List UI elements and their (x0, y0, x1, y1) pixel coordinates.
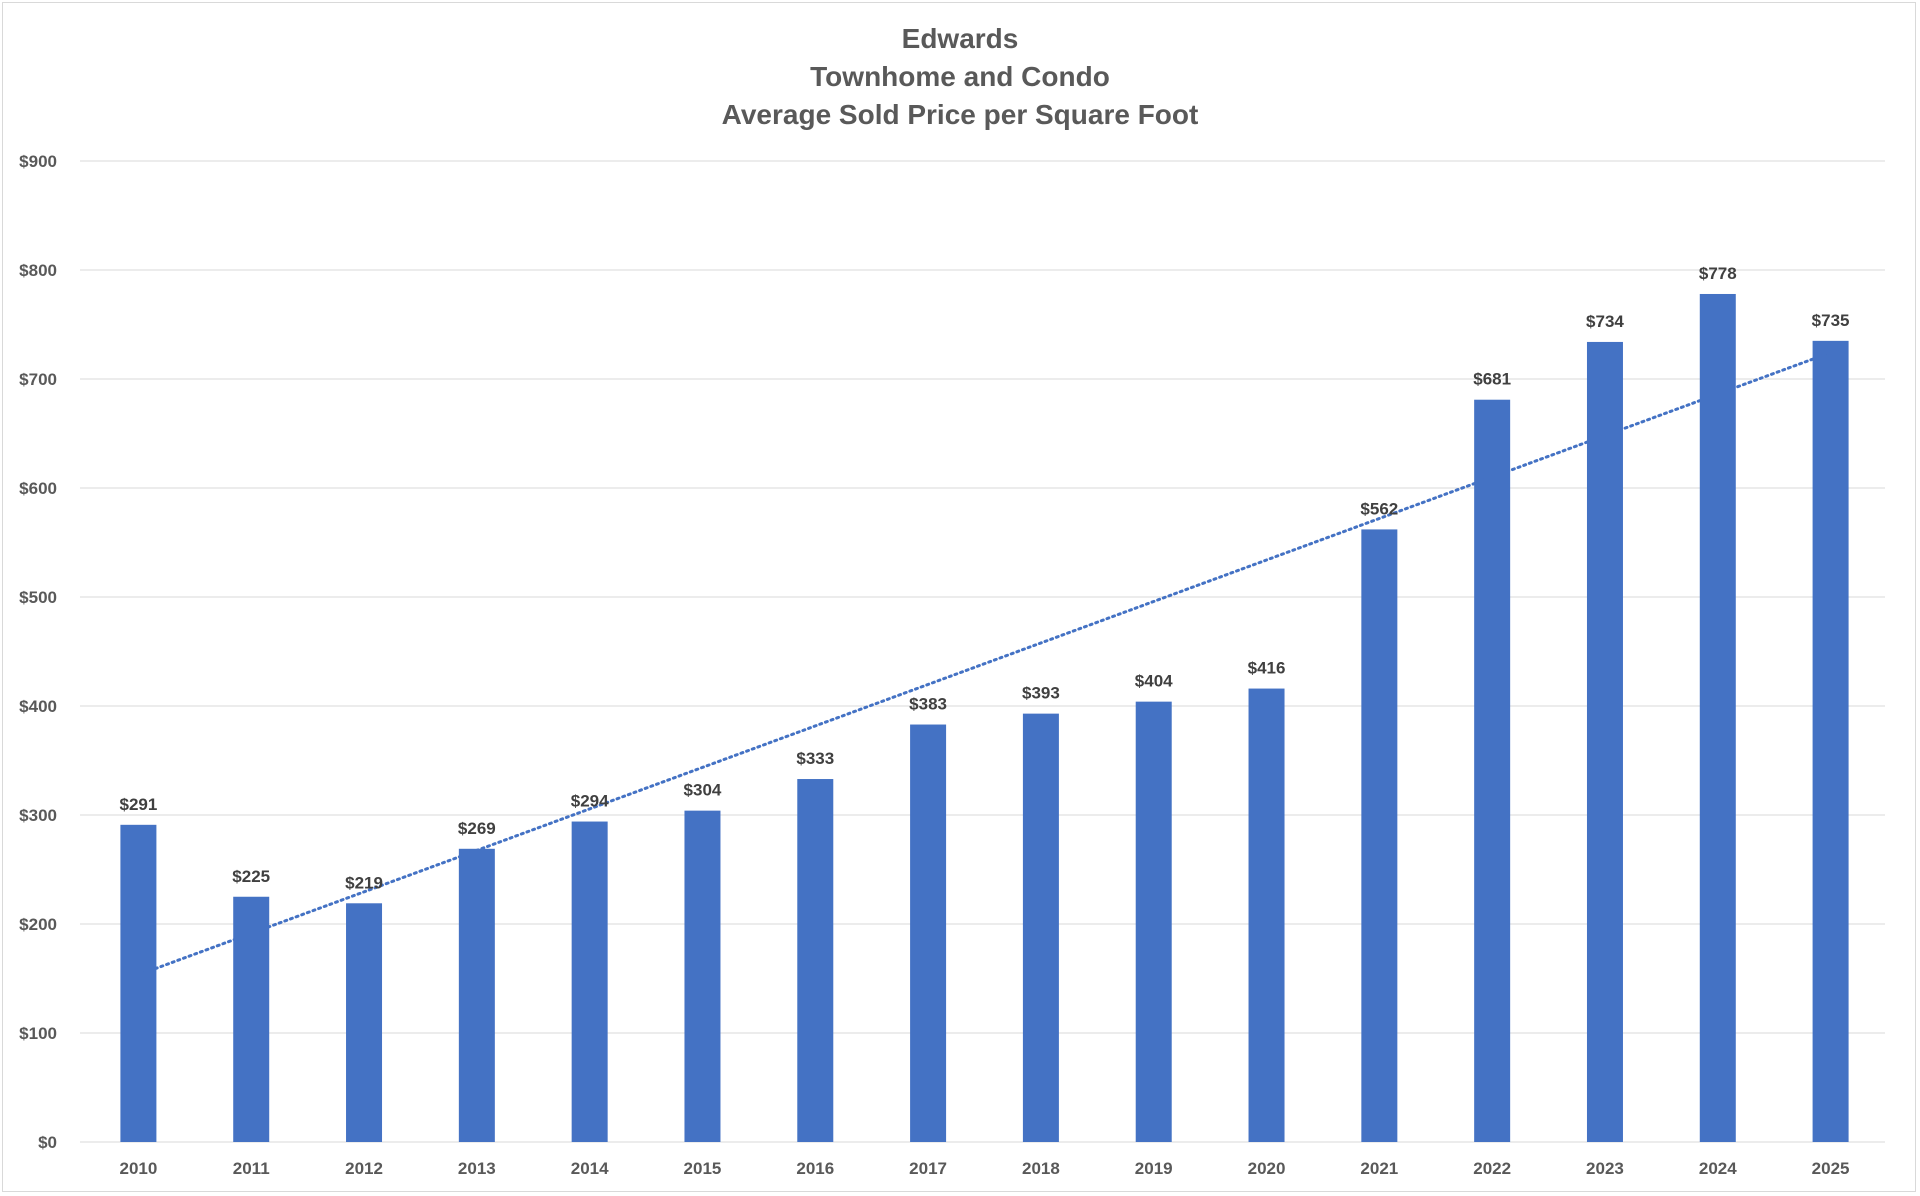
bar-2014 (571, 821, 608, 1142)
x-tick-label-2021: 2021 (1360, 1159, 1398, 1178)
x-axis-tick-labels: 2010 2011 2012 2013 2014 2015 2016 2017 2018 2019… (119, 1159, 1849, 1178)
y-tick-label: $800 (19, 261, 57, 280)
x-tick-label-2017: 2017 (909, 1159, 947, 1178)
bar-2010 (120, 824, 157, 1142)
bar-2024 (1699, 293, 1736, 1143)
x-tick-label-2011: 2011 (233, 1159, 270, 1178)
y-tick-label: $700 (19, 370, 57, 389)
y-tick-label: $100 (19, 1024, 57, 1043)
bar-2020 (1248, 688, 1285, 1142)
trendline (136, 351, 1833, 977)
y-tick-label: $500 (19, 588, 57, 607)
data-label-2025: $735 (1812, 311, 1850, 330)
data-label-2013: $269 (458, 819, 496, 838)
x-tick-label-2024: 2024 (1699, 1159, 1737, 1178)
x-tick-label-2013: 2013 (458, 1159, 496, 1178)
x-tick-label-2012: 2012 (345, 1159, 383, 1178)
y-tick-label: $0 (38, 1133, 57, 1152)
data-label-2021: $562 (1360, 499, 1398, 518)
x-tick-label-2016: 2016 (796, 1159, 834, 1178)
y-tick-label: $200 (19, 915, 57, 934)
data-label-2015: $304 (684, 781, 722, 800)
bar-2025 (1812, 340, 1849, 1143)
y-tick-label: $600 (19, 479, 57, 498)
x-tick-label-2020: 2020 (1248, 1159, 1286, 1178)
x-tick-label-2018: 2018 (1022, 1159, 1060, 1178)
x-tick-label-2023: 2023 (1586, 1159, 1624, 1178)
data-label-2017: $383 (909, 695, 947, 714)
chart-title-line-1: Edwards (901, 23, 1019, 54)
bar-2023 (1586, 341, 1623, 1142)
y-axis-tick-labels: $0 $100 $200 $300 $400 $500 $600 $700 $800 $900 (19, 152, 57, 1152)
chart-title-line-3: Average Sold Price per Square Foot (721, 99, 1199, 130)
data-label-2016: $333 (796, 749, 834, 768)
bars (120, 293, 1849, 1143)
data-label-2010: $291 (119, 795, 157, 814)
x-tick-label-2015: 2015 (684, 1159, 722, 1178)
trendline-layer (136, 351, 1833, 977)
data-label-2024: $778 (1699, 264, 1737, 283)
chart-title-line-2: Townhome and Condo (810, 61, 1110, 92)
bar-2022 (1474, 399, 1511, 1143)
data-label-2023: $734 (1586, 312, 1624, 331)
bar-2013 (458, 848, 495, 1142)
y-tick-label: $400 (19, 697, 57, 716)
data-label-2022: $681 (1473, 370, 1511, 389)
x-tick-label-2022: 2022 (1473, 1159, 1511, 1178)
bar-2017 (910, 724, 947, 1142)
data-label-2018: $393 (1022, 684, 1060, 703)
data-label-2012: $219 (345, 873, 383, 892)
data-labels: $291 $225 $219 $269 $294 $304 $333 $383 $393 $404… (119, 264, 1849, 892)
bar-2016 (797, 779, 834, 1142)
data-label-2014: $294 (571, 792, 609, 811)
x-tick-label-2014: 2014 (571, 1159, 609, 1178)
chart-title: Edwards Townhome and Condo Average Sold … (0, 20, 1920, 134)
x-tick-label-2010: 2010 (119, 1159, 157, 1178)
bar-2021 (1361, 529, 1398, 1142)
bar-2015 (684, 810, 721, 1142)
data-label-2020: $416 (1248, 659, 1286, 678)
x-tick-label-2025: 2025 (1812, 1159, 1850, 1178)
bar-2019 (1135, 701, 1172, 1142)
data-label-2019: $404 (1135, 672, 1173, 691)
y-tick-label: $900 (19, 152, 57, 171)
x-tick-label-2019: 2019 (1135, 1159, 1173, 1178)
bar-2012 (346, 903, 383, 1142)
bar-2018 (1022, 713, 1059, 1142)
data-label-2011: $225 (232, 867, 270, 886)
y-tick-label: $300 (19, 806, 57, 825)
